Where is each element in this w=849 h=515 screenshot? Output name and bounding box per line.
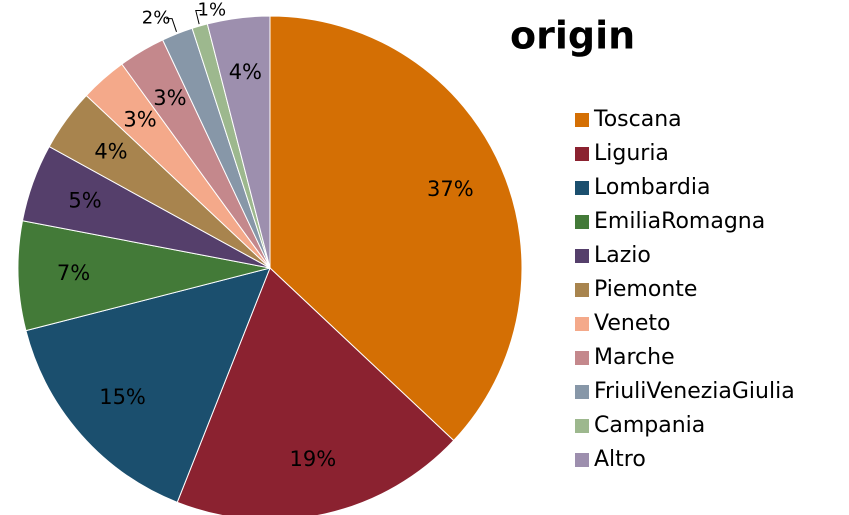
legend-swatch xyxy=(575,249,589,263)
pie-slice xyxy=(269,15,523,442)
data-label: 7% xyxy=(57,261,90,285)
legend-swatch xyxy=(575,283,589,297)
pie-slice xyxy=(206,15,271,269)
pie-slice xyxy=(17,220,271,332)
data-label: 2% xyxy=(142,8,171,29)
legend-label: Lazio xyxy=(594,243,651,268)
data-label: 4% xyxy=(229,60,262,84)
legend-label: FriuliVeneziaGiulia xyxy=(594,379,795,404)
data-label: 37% xyxy=(427,177,474,201)
chart-title: origin xyxy=(510,14,635,58)
legend-swatch xyxy=(575,317,589,331)
legend-label: EmiliaRomagna xyxy=(594,209,765,234)
data-label: 3% xyxy=(123,108,156,132)
pie-slice xyxy=(176,267,455,515)
legend-label: Campania xyxy=(594,413,705,438)
data-label: 3% xyxy=(153,86,186,110)
legend-label: Lombardia xyxy=(594,175,710,200)
data-label: 5% xyxy=(68,188,101,212)
legend-label: Liguria xyxy=(594,141,669,166)
legend-label: Altro xyxy=(594,447,646,472)
leader-line xyxy=(166,18,177,32)
legend-swatch xyxy=(575,215,589,229)
legend-label: Marche xyxy=(594,345,675,370)
legend-label: Veneto xyxy=(594,311,670,336)
legend-swatch xyxy=(575,385,589,399)
legend-label: Piemonte xyxy=(594,277,697,302)
data-label: 19% xyxy=(290,447,337,471)
legend-swatch xyxy=(575,419,589,433)
pie-slice xyxy=(25,267,271,503)
leader-line xyxy=(195,10,202,25)
legend-swatch xyxy=(575,113,589,127)
data-label: 1% xyxy=(198,0,227,21)
legend-swatch xyxy=(575,453,589,467)
legend-swatch xyxy=(575,147,589,161)
data-label: 4% xyxy=(94,139,127,163)
legend-swatch xyxy=(575,181,589,195)
legend-label: Toscana xyxy=(593,107,682,132)
legend-swatch xyxy=(575,351,589,365)
data-label: 15% xyxy=(99,385,146,409)
